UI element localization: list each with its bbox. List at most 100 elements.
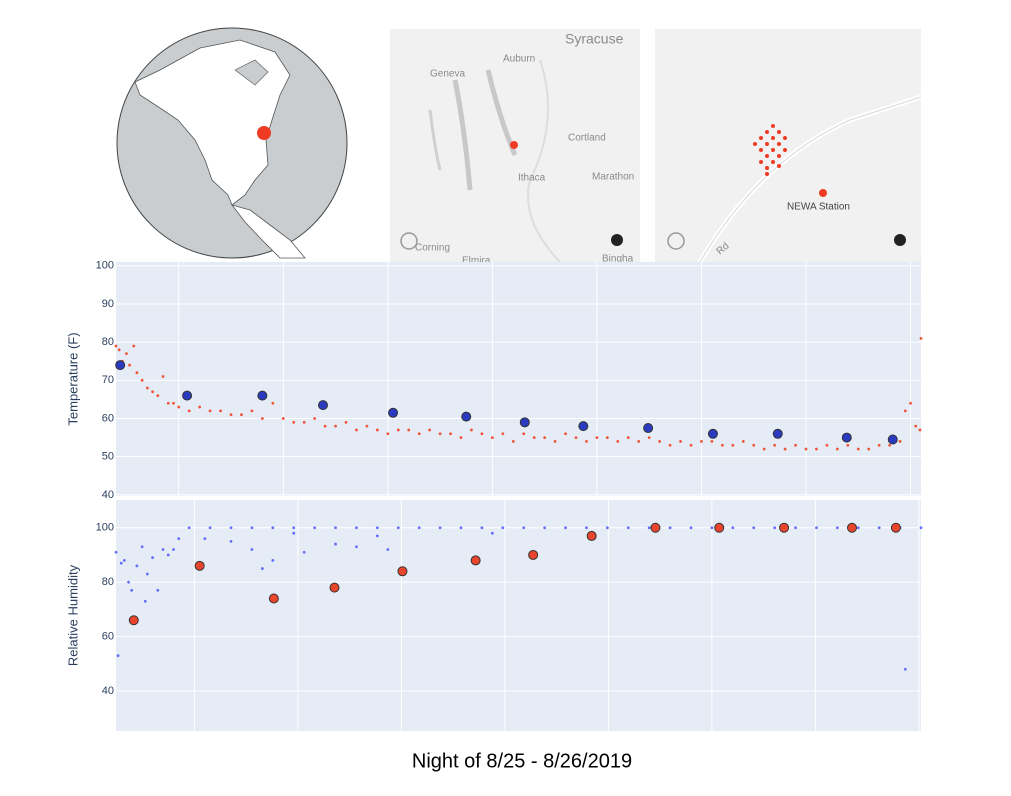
point <box>116 654 120 658</box>
point <box>626 526 630 530</box>
point <box>877 443 881 447</box>
point <box>229 539 233 543</box>
y-tick-label: 60 <box>102 630 114 642</box>
regional-map: Syracuse Auburn Geneva Cortland Ithaca M… <box>390 29 640 267</box>
point <box>250 409 254 413</box>
y-tick-label: 90 <box>102 298 114 310</box>
point <box>689 526 693 530</box>
point <box>637 440 641 443</box>
highlight-point <box>128 615 139 626</box>
point <box>203 537 207 541</box>
point <box>177 537 181 541</box>
point <box>172 548 175 551</box>
highlight-point <box>519 417 530 428</box>
y-tick-label: 60 <box>102 412 114 424</box>
point <box>151 556 154 560</box>
highlight-point <box>779 522 790 533</box>
point <box>302 420 306 424</box>
point <box>731 443 735 447</box>
sensor-grid <box>753 124 787 176</box>
point <box>302 550 306 554</box>
map-label: Cortland <box>568 133 606 144</box>
point <box>417 432 421 436</box>
y-tick-label: 100 <box>96 260 114 272</box>
point <box>172 401 175 405</box>
point <box>914 424 918 428</box>
highlight-point <box>318 400 328 411</box>
point <box>229 413 233 417</box>
point <box>271 526 275 530</box>
point <box>260 417 264 420</box>
map-label: Marathon <box>592 172 634 183</box>
point <box>804 447 808 451</box>
point <box>271 401 275 405</box>
point <box>208 526 212 530</box>
point <box>438 432 442 436</box>
point <box>132 344 136 348</box>
point <box>773 443 777 447</box>
y-tick-label: 40 <box>102 489 114 501</box>
point <box>375 428 379 432</box>
highlight-point <box>388 407 399 418</box>
point <box>125 352 128 356</box>
point <box>731 526 735 530</box>
point <box>127 580 130 584</box>
point <box>313 417 317 420</box>
point <box>355 526 358 530</box>
point <box>355 545 358 549</box>
point <box>375 526 379 530</box>
map-label: Elmira <box>462 256 491 267</box>
highlight-point <box>257 390 268 401</box>
point <box>752 443 756 447</box>
point <box>522 432 526 436</box>
point <box>898 440 902 443</box>
point <box>407 428 411 432</box>
highlight-point <box>714 522 725 533</box>
point <box>846 443 850 447</box>
point <box>260 567 264 570</box>
map-label: Corning <box>415 243 450 254</box>
point <box>919 336 923 340</box>
point <box>386 548 390 551</box>
point <box>752 526 756 530</box>
point <box>522 526 526 530</box>
point <box>219 409 222 413</box>
point <box>271 559 275 562</box>
point <box>151 390 154 394</box>
point <box>122 559 126 562</box>
point <box>292 420 296 424</box>
point <box>281 417 285 420</box>
page-title: Night of 8/25 - 8/26/2019 <box>412 750 632 772</box>
point <box>140 378 144 382</box>
point <box>856 526 860 530</box>
point <box>543 436 547 439</box>
point <box>574 436 578 439</box>
point <box>470 428 473 432</box>
point <box>292 531 296 535</box>
point <box>668 443 672 447</box>
point <box>240 413 243 417</box>
highlight-point <box>115 360 126 371</box>
point <box>867 447 871 451</box>
point <box>187 409 191 413</box>
point <box>198 405 202 409</box>
point <box>616 440 620 443</box>
point <box>145 386 149 390</box>
highlight-point <box>643 423 654 434</box>
y-tick-label: 100 <box>96 522 114 534</box>
point <box>564 526 567 530</box>
point <box>647 436 651 439</box>
point <box>396 428 400 432</box>
plot-area <box>116 262 921 496</box>
point <box>313 526 317 530</box>
point <box>480 432 484 436</box>
point <box>532 436 536 439</box>
point <box>918 428 922 432</box>
highlight-point <box>890 522 901 533</box>
point <box>130 588 134 592</box>
point <box>490 531 494 535</box>
point <box>449 432 452 436</box>
point <box>605 526 609 530</box>
point <box>679 440 682 443</box>
